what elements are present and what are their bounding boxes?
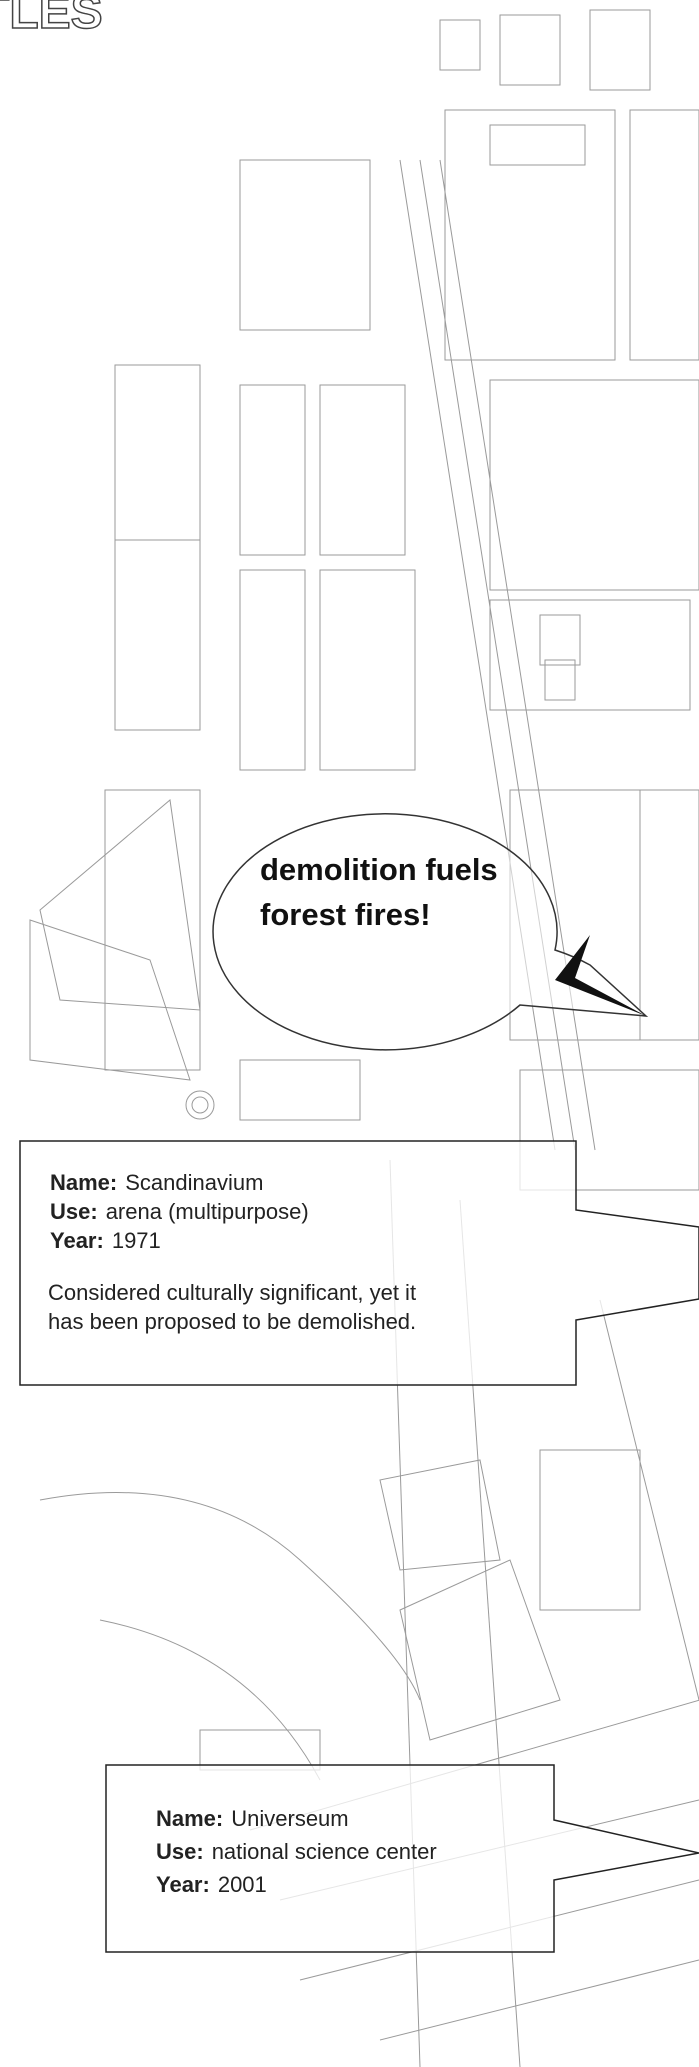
title: TLES bbox=[0, 0, 103, 39]
field-label: Year: bbox=[156, 1872, 210, 1897]
callout: Name: Universeum Use: national science cent… bbox=[106, 1765, 699, 1952]
bubble-text: demolition fuels bbox=[260, 852, 498, 887]
field-label: Name: bbox=[50, 1170, 117, 1195]
field-label: Name: bbox=[156, 1806, 223, 1831]
field-label: Use: bbox=[156, 1839, 204, 1864]
page: TLES demolition fuels forest fires! Name… bbox=[0, 0, 699, 2067]
field-label: Use: bbox=[50, 1199, 98, 1224]
field-value: 2001 bbox=[218, 1872, 267, 1897]
note: Considered culturally significant, yet i… bbox=[48, 1280, 416, 1305]
field-value: Scandinavium bbox=[125, 1170, 263, 1195]
field-value: national science center bbox=[212, 1839, 437, 1864]
note: has been proposed to be demolished. bbox=[48, 1309, 416, 1334]
field-label: Year: bbox=[50, 1228, 104, 1253]
field-value: 1971 bbox=[112, 1228, 161, 1253]
speech-bubble: demolition fuels forest fires! bbox=[213, 814, 646, 1050]
bubble-text: forest fires! bbox=[260, 897, 431, 932]
field-value: arena (multipurpose) bbox=[106, 1199, 309, 1224]
field-value: Universeum bbox=[231, 1806, 348, 1831]
callout: Name: Scandinavium Use: arena (multipurpose… bbox=[20, 1141, 699, 1385]
